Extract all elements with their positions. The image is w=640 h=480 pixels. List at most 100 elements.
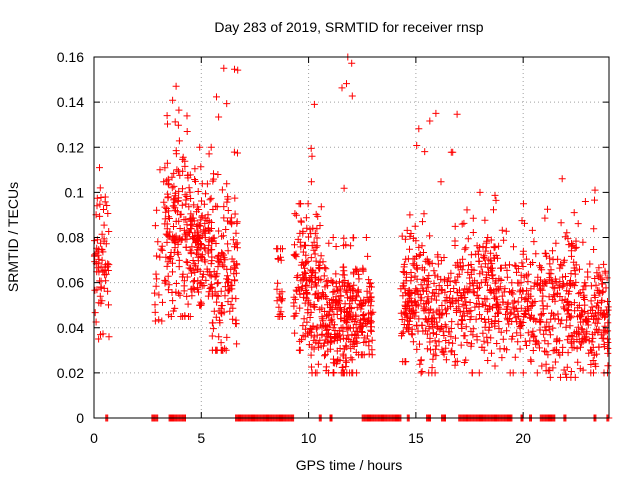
y-tick-label: 0.02 <box>57 365 84 381</box>
data-point <box>591 186 599 194</box>
data-point <box>220 263 228 271</box>
data-point <box>98 297 106 305</box>
data-point <box>423 287 430 295</box>
data-point <box>175 263 183 271</box>
data-point <box>337 315 345 323</box>
data-point <box>522 272 530 280</box>
data-point <box>549 247 556 255</box>
data-point <box>577 313 585 321</box>
data-point <box>546 254 554 262</box>
data-point <box>366 282 374 290</box>
data-point <box>298 336 305 344</box>
data-point <box>455 270 463 278</box>
data-point <box>191 262 199 270</box>
data-point <box>200 226 208 234</box>
data-point <box>483 307 491 315</box>
data-point <box>445 328 453 336</box>
data-point <box>447 333 455 341</box>
data-point <box>604 339 612 346</box>
data-point <box>226 307 234 315</box>
data-point <box>503 327 511 335</box>
data-point <box>527 292 535 300</box>
data-point <box>530 332 538 340</box>
data-point <box>514 338 522 346</box>
data-point <box>94 264 102 272</box>
data-point <box>231 264 238 272</box>
data-point <box>301 333 309 341</box>
data-point <box>566 312 573 320</box>
data-point <box>184 300 192 308</box>
x-axis-label: GPS time / hours <box>296 457 403 473</box>
data-point <box>224 247 232 255</box>
data-point <box>604 327 612 335</box>
data-point <box>230 148 238 156</box>
data-point <box>569 280 577 288</box>
data-point <box>484 281 491 289</box>
data-point <box>299 322 307 330</box>
data-point <box>362 234 370 241</box>
data-point <box>456 308 464 316</box>
data-point <box>562 323 570 331</box>
data-point <box>318 330 326 338</box>
data-point <box>198 282 206 290</box>
data-point <box>414 302 422 310</box>
data-point <box>536 326 544 334</box>
data-point <box>91 309 99 317</box>
data-point <box>191 176 199 183</box>
data-point <box>311 291 319 299</box>
data-point <box>484 234 492 241</box>
data-point <box>563 229 571 237</box>
data-point <box>161 215 169 223</box>
data-point <box>161 203 169 211</box>
data-point <box>476 243 484 251</box>
data-point <box>435 290 443 298</box>
data-point <box>214 263 222 271</box>
data-point <box>358 322 366 330</box>
data-point <box>426 117 434 125</box>
data-point <box>93 202 101 210</box>
data-point <box>558 316 566 324</box>
data-point <box>151 289 159 297</box>
data-point <box>318 315 326 323</box>
data-point <box>428 295 436 303</box>
data-point <box>355 275 363 283</box>
data-point <box>563 287 571 295</box>
data-point <box>511 353 519 361</box>
data-point <box>404 301 412 309</box>
data-point <box>473 299 481 307</box>
data-point <box>229 304 237 312</box>
data-point <box>364 332 371 340</box>
data-point <box>574 304 582 312</box>
data-point <box>438 286 446 294</box>
data-point <box>172 232 180 240</box>
data-point <box>457 341 465 349</box>
x-tick-label: 15 <box>408 430 424 446</box>
data-point <box>94 251 102 259</box>
data-point <box>368 283 375 291</box>
data-point <box>416 250 424 258</box>
data-point <box>276 313 284 320</box>
data-point <box>604 362 612 370</box>
data-point <box>297 218 305 226</box>
data-point <box>546 331 554 339</box>
data-point <box>234 149 241 157</box>
data-point <box>466 274 474 282</box>
data-point <box>447 348 455 356</box>
data-point <box>470 289 478 297</box>
data-point <box>101 193 109 201</box>
data-point <box>200 244 208 252</box>
data-point <box>156 253 164 261</box>
data-point <box>544 367 552 375</box>
data-point <box>413 300 421 308</box>
data-point <box>481 216 489 224</box>
data-point <box>104 260 112 268</box>
data-point <box>303 224 311 232</box>
data-point <box>368 346 376 354</box>
data-point <box>520 200 527 208</box>
data-point <box>213 298 221 306</box>
data-point <box>297 243 305 251</box>
data-point <box>576 265 583 273</box>
data-point <box>600 343 608 351</box>
data-point <box>398 330 406 337</box>
data-point <box>567 339 575 347</box>
